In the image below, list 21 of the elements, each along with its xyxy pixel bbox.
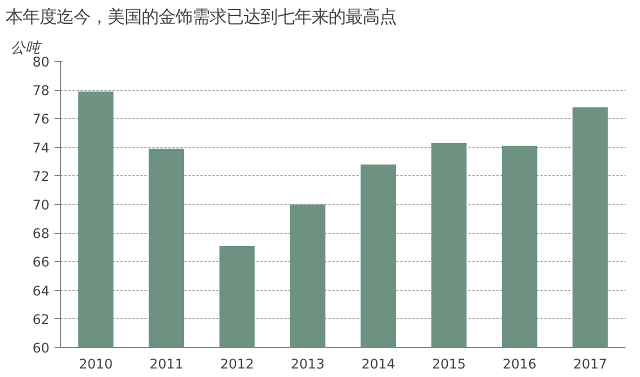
x-tick-label: 2015 (432, 358, 466, 372)
x-tick-label: 2014 (361, 358, 396, 372)
y-tick-label: 66 (32, 256, 50, 271)
y-tick-label: 78 (32, 84, 50, 100)
x-tick-label: 2011 (149, 358, 184, 372)
y-tick-label: 74 (32, 141, 50, 156)
y-axis-title: 公吨 (10, 40, 42, 56)
y-tick-label: 68 (32, 227, 50, 242)
y-tick-label: 76 (32, 112, 50, 128)
x-tick-label: 2017 (573, 358, 608, 372)
y-tick-label: 72 (32, 170, 50, 185)
y-tick-label: 64 (32, 284, 50, 300)
chart-title: 本年度迄今，美国的金饰需求已达到七年来的最高点 (6, 8, 396, 28)
x-tick-label: 2013 (290, 358, 325, 372)
x-tick-label: 2010 (78, 358, 113, 372)
y-tick-label: 62 (32, 312, 50, 328)
y-tick-label: 80 (32, 56, 50, 70)
y-tick-label: 60 (32, 342, 50, 356)
y-tick-label: 70 (32, 198, 50, 214)
x-tick-label: 2016 (502, 358, 537, 372)
x-tick-label: 2012 (220, 358, 254, 372)
